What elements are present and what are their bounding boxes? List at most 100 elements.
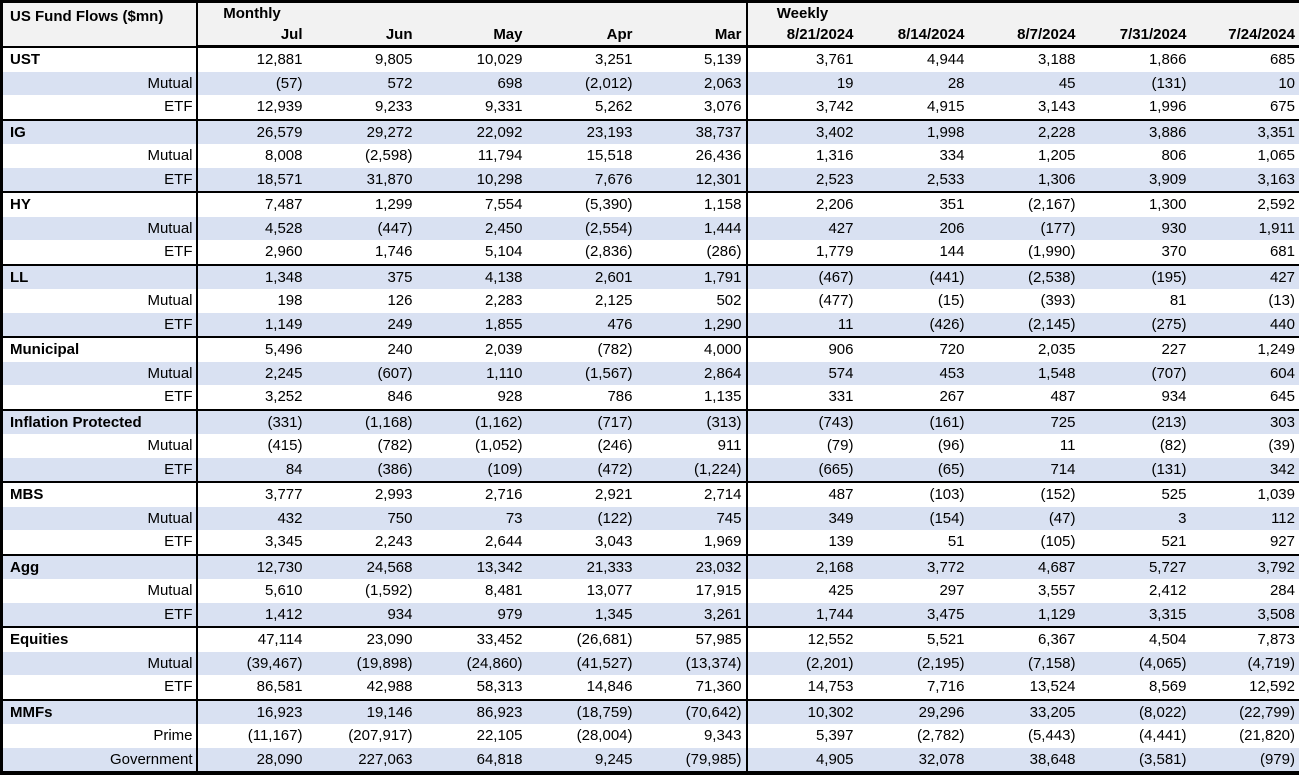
weekly-value-cell: 2,592 [1190,191,1299,217]
header-spacer [636,1,748,24]
monthly-value-cell: (24,860) [416,651,527,675]
monthly-value-cell: (607) [306,361,417,385]
monthly-value-cell: 71,360 [636,675,748,700]
monthly-value-cell: 13,077 [526,579,637,603]
weekly-value-cell: 3,772 [857,553,969,579]
monthly-value-cell: 8,008 [196,144,307,168]
monthly-value-cell: 1,110 [416,361,527,385]
monthly-value-cell: 9,343 [636,724,748,748]
sub-row: ETF 12,939 9,233 9,331 5,262 3,076 3,742 4,915 3… [1,95,1299,120]
weekly-value-cell: 427 [746,216,858,240]
monthly-value-cell: 2,039 [416,336,527,362]
monthly-value-cell: 2,450 [416,216,527,240]
weekly-value-cell: 906 [746,336,858,362]
monthly-value-cell: 26,436 [636,144,748,168]
monthly-value-cell: 3,251 [526,45,637,72]
weekly-value-cell: (105) [968,530,1080,555]
monthly-value-cell: 2,245 [196,361,307,385]
category-label: Municipal [1,336,198,362]
sub-row-label: ETF [1,457,198,482]
monthly-value-cell: (447) [306,216,417,240]
weekly-value-cell: 930 [1079,216,1191,240]
week-column-header: 7/31/2024 [1079,24,1191,48]
weekly-value-cell: 453 [857,361,969,385]
weekly-value-cell: 645 [1190,385,1299,410]
weekly-value-cell: 303 [1190,408,1299,434]
weekly-value-cell: 927 [1190,530,1299,555]
monthly-value-cell: (26,681) [526,626,637,652]
monthly-value-cell: 2,601 [526,263,637,289]
monthly-value-cell: 745 [636,506,748,530]
table-body: UST 12,881 9,805 10,029 3,251 5,139 3,761 4,944… [1,45,1299,773]
weekly-value-cell: (743) [746,408,858,434]
monthly-value-cell: 4,000 [636,336,748,362]
monthly-value-cell: (1,162) [416,408,527,434]
weekly-value-cell: 4,944 [857,45,969,72]
sub-row-label: Mutual [1,71,198,95]
weekly-value-cell: 1,998 [857,118,969,144]
monthly-value-cell: 476 [526,312,637,337]
weekly-value-cell: (82) [1079,434,1191,458]
weekly-value-cell: (15) [857,289,969,313]
monthly-value-cell: 1,158 [636,191,748,217]
monthly-value-cell: 698 [416,71,527,95]
monthly-value-cell: (79,985) [636,747,748,773]
monthly-value-cell: (1,592) [306,579,417,603]
monthly-value-cell: (5,390) [526,191,637,217]
monthly-value-cell: 1,746 [306,240,417,265]
monthly-value-cell: 126 [306,289,417,313]
sub-row: ETF 3,252 846 928 786 1,135 331 267 487 934 645 [1,385,1299,410]
weekly-value-cell: 440 [1190,312,1299,337]
monthly-value-cell: (286) [636,240,748,265]
weekly-value-cell: (2,782) [857,724,969,748]
monthly-value-cell: 84 [196,457,307,482]
weekly-value-cell: (13) [1190,289,1299,313]
category-label: Agg [1,553,198,579]
weekly-value-cell: 685 [1190,45,1299,72]
sub-row: Mutual (57) 572 698 (2,012) 2,063 19 28 45 (131) 1… [1,71,1299,95]
weekly-value-cell: 12,552 [746,626,858,652]
weekly-value-cell: 3,886 [1079,118,1191,144]
weekly-value-cell: 1,249 [1190,336,1299,362]
weekly-value-cell: 934 [1079,385,1191,410]
sub-row: Mutual 5,610 (1,592) 8,481 13,077 17,915 425 29… [1,579,1299,603]
monthly-value-cell: (472) [526,457,637,482]
weekly-value-cell: 487 [968,385,1080,410]
sub-row: Mutual (415) (782) (1,052) (246) 911 (79) (96) 1… [1,434,1299,458]
weekly-value-cell: 1,065 [1190,144,1299,168]
section-header-row: US Fund Flows ($mn) Monthly Weekly [1,1,1299,47]
weekly-value-cell: 5,521 [857,626,969,652]
header-spacer [1079,1,1191,24]
weekly-value-cell: 13,524 [968,675,1080,700]
sub-row-label: Mutual [1,216,198,240]
monthly-value-cell: 2,063 [636,71,748,95]
monthly-value-cell: 64,818 [416,747,527,773]
category-label: Inflation Protected [1,408,198,434]
monthly-value-cell: 22,092 [416,118,527,144]
monthly-value-cell: 9,233 [306,95,417,120]
weekly-value-cell: (3,581) [1079,747,1191,773]
month-column-header: May [416,24,527,48]
sub-row-label: ETF [1,312,198,337]
monthly-value-cell: 2,716 [416,481,527,507]
weekly-value-cell: (1,990) [968,240,1080,265]
weekly-value-cell: 112 [1190,506,1299,530]
monthly-value-cell: (1,224) [636,457,748,482]
sub-row: Mutual 2,245 (607) 1,110 (1,567) 2,864 574 453 1… [1,361,1299,385]
sub-row: Mutual 198 126 2,283 2,125 502 (477) (15) (393) 8… [1,289,1299,313]
sub-row-label: Mutual [1,579,198,603]
weekly-value-cell: 3,742 [746,95,858,120]
weekly-value-cell: (979) [1190,747,1299,773]
weekly-value-cell: 370 [1079,240,1191,265]
weekly-value-cell: (103) [857,481,969,507]
category-label: MBS [1,481,198,507]
weekly-value-cell: 3,909 [1079,167,1191,192]
monthly-value-cell: 502 [636,289,748,313]
weekly-value-cell: (22,799) [1190,698,1299,724]
weekly-value-cell: 4,504 [1079,626,1191,652]
category-label: HY [1,191,198,217]
weekly-value-cell: 10,302 [746,698,858,724]
weekly-value-cell: 33,205 [968,698,1080,724]
sub-row: Prime (11,167) (207,917) 22,105 (28,004) 9,34… [1,724,1299,748]
sub-row-label: Government [1,747,198,773]
